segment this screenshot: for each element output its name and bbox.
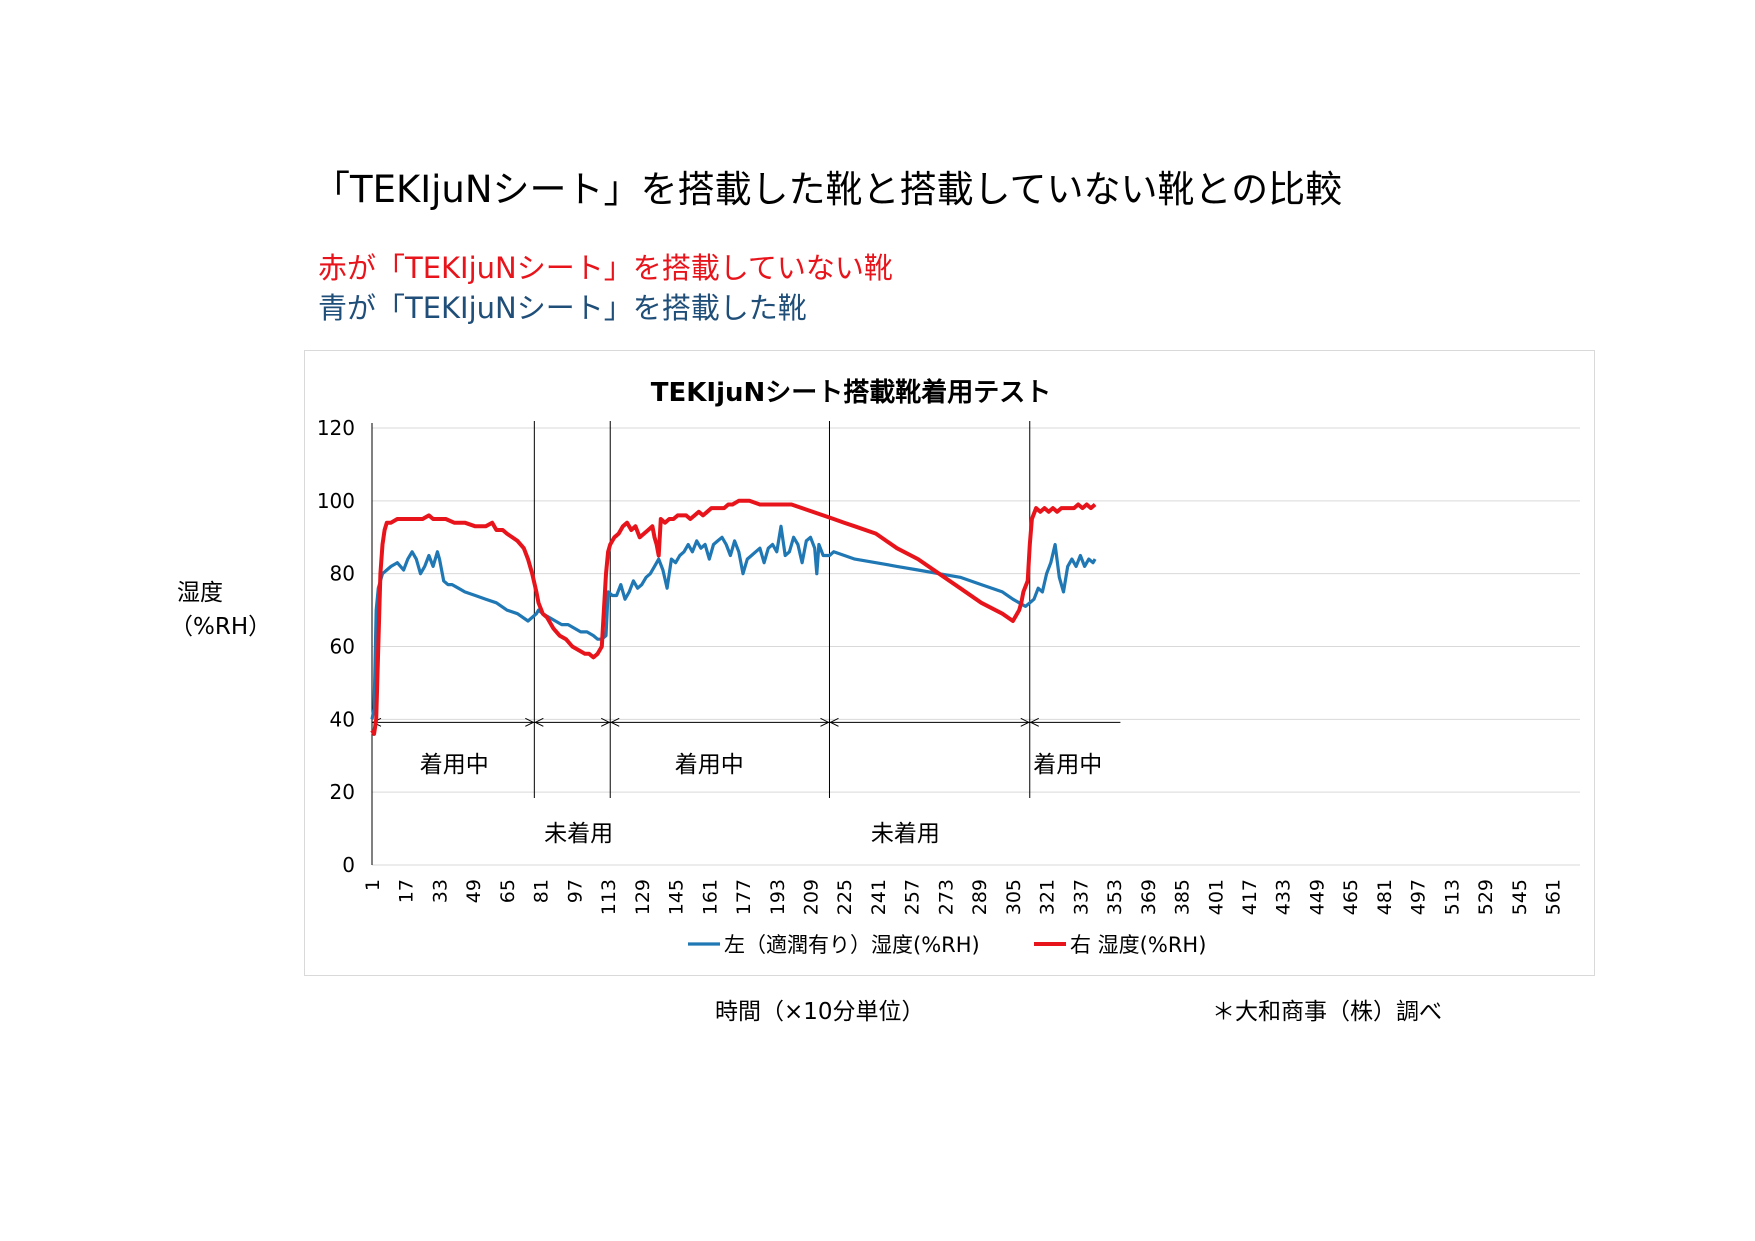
x-tick-label: 257 (902, 879, 924, 915)
x-tick-label: 225 (834, 879, 856, 915)
phase-arrow-head-left (1029, 717, 1039, 727)
y-axis-label-line2: （%RH） (170, 614, 272, 640)
x-tick-label: 545 (1509, 879, 1531, 915)
x-tick-label: 289 (969, 879, 991, 915)
legend-label: 左（適潤有り）湿度(%RH) (724, 933, 980, 957)
y-tick-label: 60 (330, 635, 355, 659)
x-tick-label: 161 (699, 879, 721, 915)
x-tick-label: 433 (1273, 879, 1295, 915)
phase-arrow-head-left (371, 717, 382, 727)
x-tick-label: 81 (531, 879, 553, 903)
phase-label: 着用中 (420, 752, 489, 778)
series-line-left (370, 524, 1097, 720)
x-tick-label: 129 (632, 879, 654, 915)
x-axis-label: 時間（×10分単位） (715, 999, 925, 1025)
x-tick-label: 417 (1239, 879, 1261, 915)
y-tick-label: 20 (330, 780, 355, 804)
x-tick-label: 497 (1408, 879, 1430, 915)
x-tick-label: 177 (733, 879, 755, 915)
chart-area: 0 20 40 60 80 100 120 1 17 33 49 65 81 97 113 129 145 161… (304, 350, 1595, 976)
x-tick-label: 321 (1037, 879, 1059, 915)
y-tick-label: 0 (342, 853, 355, 877)
x-tick-label: 145 (666, 879, 688, 915)
legend-label: 右 湿度(%RH) (1070, 933, 1206, 957)
x-tick-label: 65 (497, 879, 519, 903)
phase-arrow-head-right (820, 717, 830, 727)
x-tick-label: 305 (1003, 879, 1025, 915)
x-tick-label: 337 (1070, 879, 1092, 915)
phase-label: 着用中 (675, 752, 744, 778)
chart-svg: 0 20 40 60 80 100 120 1 17 33 49 65 81 97 113 129 145 161… (317, 377, 1580, 957)
y-axis-label-line1: 湿度 (177, 580, 223, 606)
caption-red-series: 赤が「TEKIjuNシート」を搭載していない靴 (318, 251, 893, 285)
phase-label: 未着用 (871, 821, 940, 847)
y-tick-label: 40 (330, 707, 355, 731)
x-tick-label: 481 (1374, 879, 1396, 915)
y-tick-label: 80 (330, 562, 355, 586)
source-note: ＊大和商事（株）調べ (1212, 999, 1442, 1025)
phase-arrow-head-right (525, 717, 535, 727)
x-tick-label: 193 (767, 879, 789, 915)
x-tick-label: 385 (1172, 879, 1194, 915)
caption-blue-series: 青が「TEKIjuNシート」を搭載した靴 (318, 291, 807, 325)
x-tick-label: 401 (1205, 879, 1227, 915)
page-title: 「TEKIjuNシート」を搭載した靴と搭載していない靴との比較 (313, 168, 1343, 211)
x-tick-label: 241 (868, 879, 890, 915)
phase-label: 着用中 (1033, 752, 1102, 778)
x-tick-label: 113 (598, 879, 620, 915)
phase-arrow-head-left (610, 717, 620, 727)
chart-title: TEKIjuNシート搭載靴着用テスト (651, 377, 1052, 408)
x-tick-label: 49 (463, 879, 485, 903)
x-tick-label: 273 (935, 879, 957, 915)
x-tick-label: 561 (1543, 879, 1565, 915)
phase-arrow-head-left (534, 717, 544, 727)
x-tick-label: 209 (801, 879, 823, 915)
phase-arrow-head-left (829, 717, 839, 727)
y-tick-label: 120 (317, 416, 355, 440)
phase-arrow-head-right (601, 717, 611, 727)
x-tick-label: 369 (1138, 879, 1160, 915)
phase-label: 未着用 (544, 821, 613, 847)
x-tick-label: 97 (564, 879, 586, 903)
x-tick-label: 33 (429, 879, 451, 903)
series-line-right (370, 498, 1097, 736)
y-tick-label: 100 (317, 489, 355, 513)
x-tick-label: 513 (1441, 879, 1463, 915)
x-tick-label: 449 (1306, 879, 1328, 915)
x-tick-label: 17 (396, 879, 418, 903)
x-tick-label: 353 (1104, 879, 1126, 915)
x-tick-label: 529 (1475, 879, 1497, 915)
x-tick-label: 465 (1340, 879, 1362, 915)
x-tick-label: 1 (362, 879, 384, 891)
phase-arrow-head-right (1020, 717, 1030, 727)
